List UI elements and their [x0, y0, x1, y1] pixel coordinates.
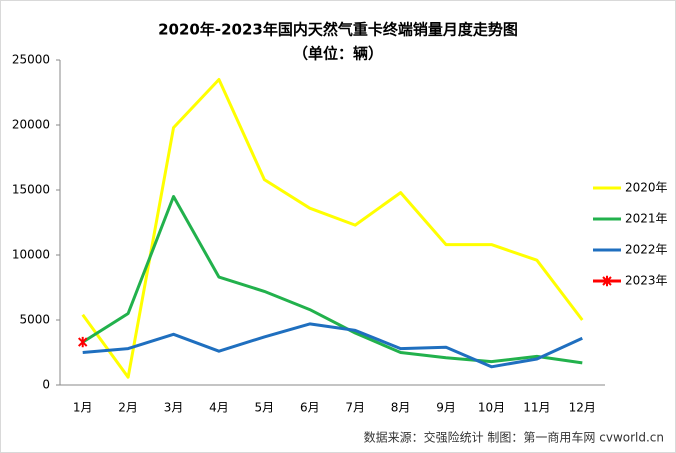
y-tick-label: 0	[42, 378, 50, 392]
y-tick-label: 15000	[12, 183, 50, 197]
x-tick-label: 2月	[118, 401, 138, 415]
y-tick-label: 10000	[12, 248, 50, 262]
legend-label: 2020年	[625, 181, 668, 195]
legend-label: 2022年	[625, 243, 668, 257]
y-tick-label: 5000	[19, 313, 50, 327]
legend-label: 2021年	[625, 212, 668, 226]
x-tick-label: 1月	[73, 401, 93, 415]
series-line	[81, 78, 584, 379]
y-tick-label: 20000	[12, 118, 50, 132]
x-tick-label: 6月	[300, 401, 320, 415]
series-line	[81, 195, 583, 365]
x-tick-label: 7月	[345, 401, 365, 415]
x-tick-label: 9月	[436, 401, 456, 415]
x-tick-label: 8月	[391, 401, 411, 415]
source-note: 数据来源：交强险统计 制图：第一商用车网 cvworld.cn	[364, 430, 664, 445]
chart-subtitle: （单位：辆）	[293, 45, 383, 63]
legend-label: 2023年	[625, 274, 668, 288]
x-tick-label: 12月	[569, 401, 596, 415]
x-tick-label: 11月	[523, 401, 550, 415]
point-marker	[78, 336, 88, 348]
x-tick-label: 4月	[209, 401, 229, 415]
x-tick-label: 5月	[255, 401, 275, 415]
y-tick-label: 25000	[12, 53, 50, 67]
x-tick-label: 3月	[164, 401, 184, 415]
chart-title: 2020年-2023年国内天然气重卡终端销量月度走势图	[158, 21, 518, 39]
legend-marker	[602, 275, 612, 287]
x-tick-label: 10月	[478, 401, 505, 415]
series-line	[82, 322, 583, 369]
